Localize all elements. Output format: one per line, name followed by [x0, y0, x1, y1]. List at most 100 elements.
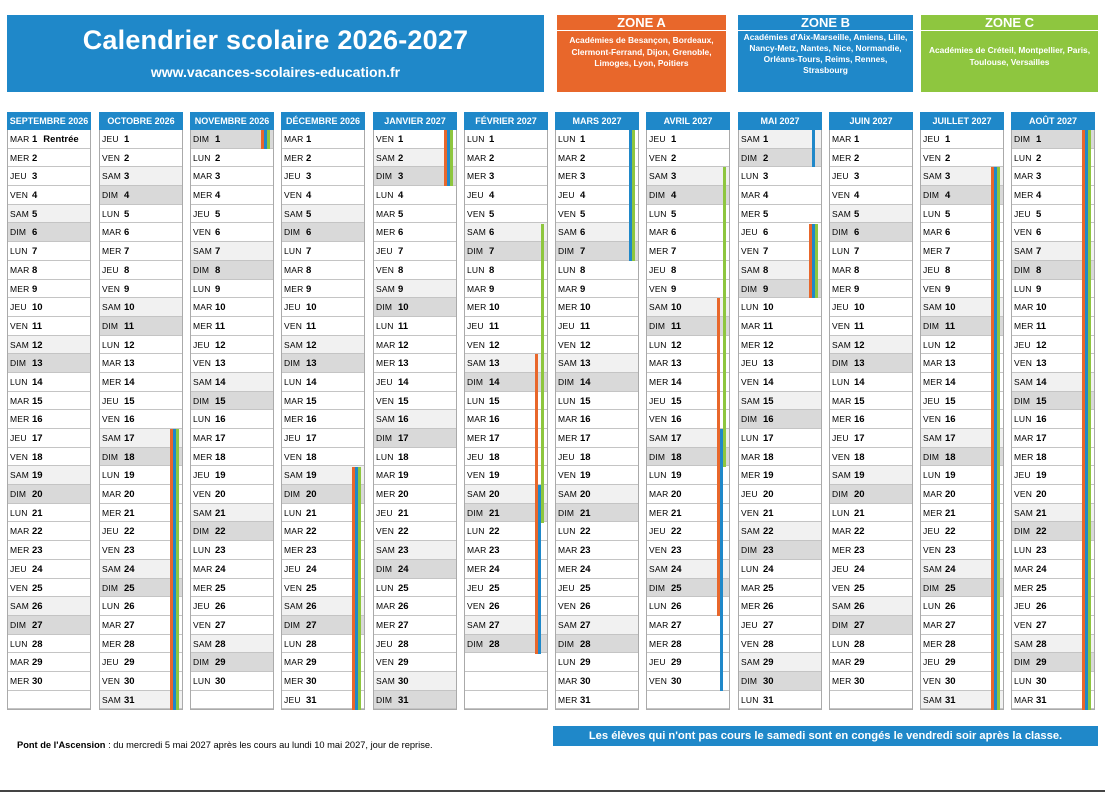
day-cell: MER 31 — [556, 690, 638, 710]
day-cell: MER 25 — [1012, 578, 1094, 598]
day-cell: DIM 11 — [921, 316, 1003, 336]
weekday-label: LUN — [1014, 283, 1032, 294]
weekday-label: MAR — [649, 619, 669, 630]
day-number: 2 — [215, 152, 221, 164]
weekday-label: SAM — [923, 302, 943, 313]
day-number: 12 — [306, 339, 317, 351]
weekday-label: DIM — [193, 134, 210, 144]
day-number: 28 — [215, 638, 226, 650]
weekday-label: JEU — [10, 171, 27, 182]
weekday-label: JEU — [741, 358, 758, 369]
day-cell: MER 20 — [374, 485, 456, 504]
day-number: 7 — [124, 246, 130, 258]
weekday-label: SAM — [741, 395, 761, 406]
day-cell: LUN 21 — [8, 503, 90, 523]
day-cell: SAM 6 — [556, 223, 638, 243]
day-number: 24 — [580, 563, 591, 575]
day-cell: MER 18 — [191, 447, 273, 467]
day-number: 3 — [489, 171, 495, 183]
weekday-label: MER — [284, 545, 304, 556]
day-cell: JEU 10 — [830, 298, 912, 317]
day-cell: JEU 1 — [921, 130, 1003, 149]
day-cell: LUN 28 — [8, 634, 90, 654]
day-cell: JEU 25 — [465, 578, 547, 598]
weekday-label: MER — [558, 433, 578, 443]
day-number: 3 — [124, 171, 130, 183]
day-cell: VEN 11 — [8, 316, 90, 336]
day-number: 10 — [1036, 302, 1047, 314]
day-number: 6 — [124, 227, 130, 239]
day-cell: LUN 10 — [739, 298, 821, 317]
day-number: 25 — [1036, 582, 1047, 594]
day-number: 25 — [306, 582, 317, 594]
day-cell: MAR 29 — [830, 653, 912, 672]
month-days: MAR 1 MER 2 JEU 3 VEN 4 SAM 5 DIM 6 LUN 7 MAR 8 MER 9 JEU 1… — [281, 130, 365, 711]
day-number: 12 — [1036, 339, 1047, 351]
weekday-label: DIM — [832, 489, 849, 500]
day-number: 10 — [489, 302, 500, 314]
day-cell: DIM 15 — [191, 391, 273, 411]
weekday-label: JEU — [284, 563, 301, 574]
weekday-label: MAR — [741, 320, 761, 331]
day-cell: VEN 6 — [191, 223, 273, 243]
weekday-label: DIM — [832, 227, 849, 238]
day-cell: MAR 3 — [191, 167, 273, 187]
day-cell: VEN 2 — [647, 148, 729, 168]
day-cell: MER 28 — [647, 634, 729, 654]
day-cell: JEU 8 — [647, 260, 729, 280]
weekday-label: MER — [558, 563, 578, 574]
day-number: 11 — [854, 320, 865, 332]
day-cell: LUN 12 — [100, 335, 182, 355]
weekday-label: SAM — [376, 675, 396, 686]
weekday-label: SAM — [558, 619, 578, 630]
day-number: 17 — [215, 433, 226, 444]
day-number: 18 — [489, 451, 500, 463]
day-cell: MAR 18 — [739, 447, 821, 467]
day-number: 15 — [854, 395, 865, 407]
day-number: 20 — [124, 489, 135, 501]
day-cell: DIM 18 — [921, 447, 1003, 467]
day-cell: MAR 26 — [374, 597, 456, 616]
weekday-label: DIM — [832, 358, 849, 369]
day-cell: LUN 5 — [647, 204, 729, 224]
day-cell: SAM 9 — [374, 279, 456, 299]
day-number: 17 — [763, 433, 774, 444]
day-number: 28 — [854, 638, 865, 650]
day-number: 30 — [398, 675, 409, 687]
weekday-label: DIM — [649, 190, 666, 201]
day-number: 10 — [398, 302, 409, 314]
weekday-label: MAR — [467, 283, 487, 294]
day-number: 5 — [1036, 208, 1042, 220]
day-number: 3 — [306, 171, 312, 183]
weekday-label: LUN — [10, 507, 28, 518]
weekday-label: LUN — [649, 470, 667, 481]
day-cell: VEN 30 — [921, 671, 1003, 691]
day-number: 26 — [124, 601, 135, 613]
day-cell: MAR 8 — [8, 260, 90, 280]
day-number: 19 — [671, 470, 682, 482]
day-cell: JEU 17 — [282, 429, 364, 448]
weekday-label: MAR — [923, 227, 943, 238]
weekday-label: DIM — [284, 489, 301, 500]
day-cell: VEN 12 — [465, 335, 547, 355]
day-cell: JEU 26 — [1012, 597, 1094, 616]
day-cell: MAR 22 — [830, 522, 912, 542]
day-cell: MER 4 — [1012, 186, 1094, 205]
day-cell: DIM 29 — [191, 653, 273, 672]
weekday-label: SAM — [376, 283, 396, 294]
weekday-label: VEN — [376, 134, 395, 144]
weekday-label: VEN — [102, 414, 121, 425]
weekday-label: MAR — [923, 489, 943, 500]
weekday-label: DIM — [10, 619, 27, 630]
day-cell: DIM 15 — [1012, 391, 1094, 411]
day-cell: MAR 10 — [191, 298, 273, 317]
month-days: LUN 1 MAR 2 MER 3 JEU 4 VEN 5 SAM 6 DIM 7 LUN 8 MAR 9 MER 1… — [464, 130, 548, 711]
weekday-label: MER — [193, 582, 213, 593]
day-cell: JEU 31 — [282, 690, 364, 710]
weekday-label: SAM — [10, 470, 30, 481]
day-number: 1 — [671, 134, 677, 145]
day-cell: MAR 10 — [1012, 298, 1094, 317]
day-cell: VEN 1 — [374, 130, 456, 149]
weekday-label: DIM — [1014, 134, 1031, 144]
day-number: 30 — [671, 675, 682, 687]
